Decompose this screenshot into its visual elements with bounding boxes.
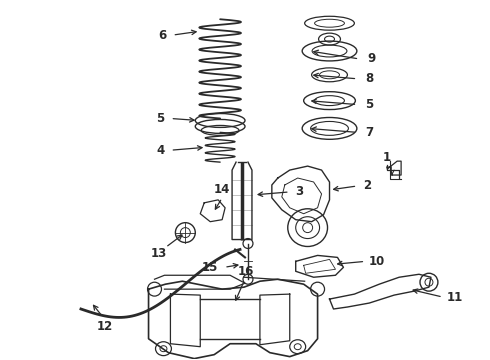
Text: 14: 14 [214, 184, 230, 197]
Text: 7: 7 [365, 126, 373, 139]
Text: 10: 10 [369, 255, 385, 268]
Text: 6: 6 [158, 29, 167, 42]
Text: 8: 8 [365, 72, 373, 85]
Text: 9: 9 [367, 53, 375, 66]
Text: 2: 2 [363, 179, 371, 193]
Text: 1: 1 [383, 151, 391, 164]
Text: 15: 15 [202, 261, 219, 274]
Text: 3: 3 [295, 185, 304, 198]
Text: 12: 12 [97, 320, 113, 333]
Text: 11: 11 [447, 291, 463, 303]
Text: 5: 5 [365, 98, 373, 111]
Text: 16: 16 [238, 265, 254, 278]
Text: 5: 5 [156, 112, 165, 125]
Text: 4: 4 [156, 144, 165, 157]
Text: 13: 13 [150, 247, 167, 260]
